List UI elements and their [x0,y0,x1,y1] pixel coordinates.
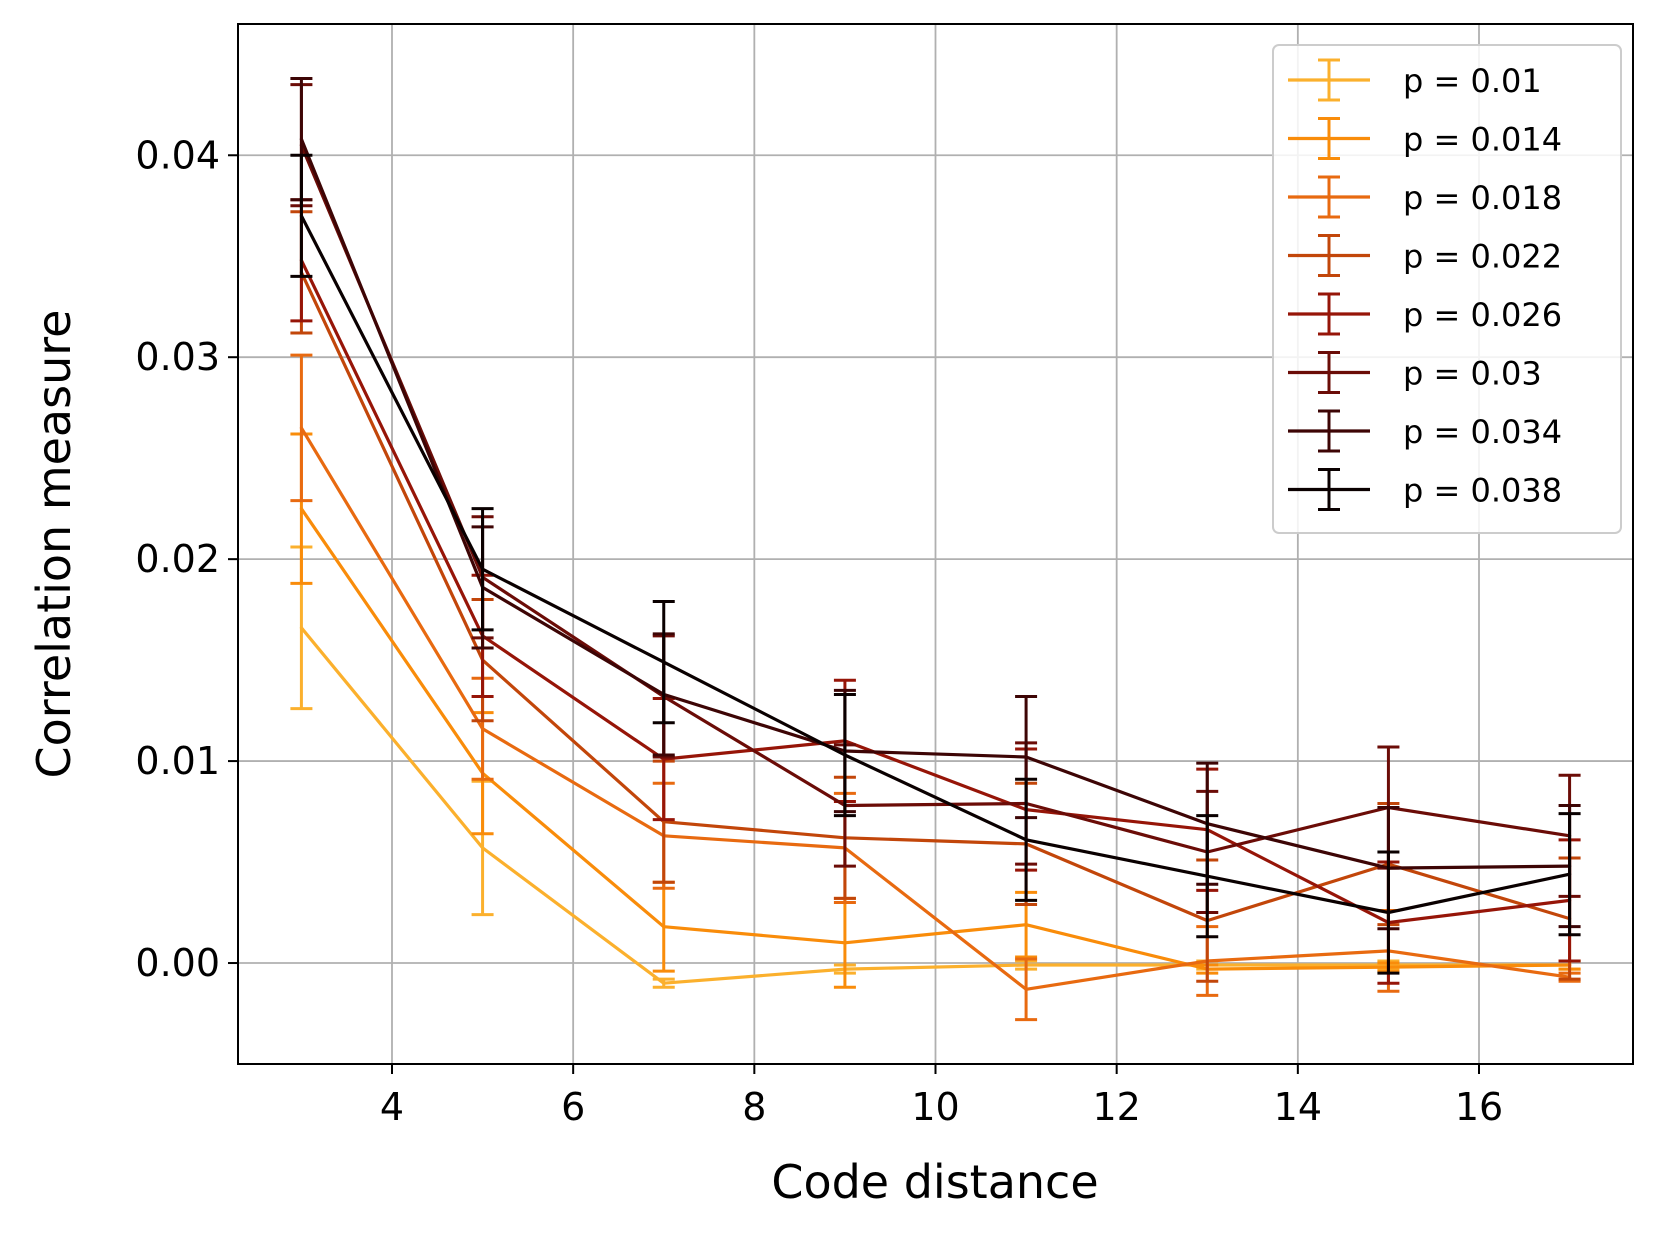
y-tick-label: 0.03 [135,335,220,379]
data-point [843,753,847,757]
legend-label: p = 0.026 [1403,296,1562,334]
series-p-0-038 [290,153,1581,975]
data-point [299,507,304,511]
series-line [299,271,1571,923]
legend-item: p = 0.038 [1288,468,1562,511]
data-point [1024,838,1028,842]
data-point [662,925,666,929]
x-axis-title: Code distance [771,1155,1098,1209]
y-tick-label: 0.04 [135,133,220,177]
data-point [1567,872,1572,876]
data-point [1024,923,1028,927]
data-point [662,981,666,985]
y-tick-label: 0.01 [135,739,220,783]
series-line [299,144,1570,854]
legend-label: p = 0.038 [1403,472,1562,510]
data-point [843,941,847,945]
y-axis-title: Correlation measure [27,310,81,779]
y-axis-ticks: 0.00 0.01 0.02 0.03 0.04 [135,133,238,985]
y-tick-label: 0.02 [135,537,220,581]
x-tick-label: 12 [1092,1085,1140,1129]
data-point [1205,874,1209,878]
data-point [1024,755,1028,759]
legend-item: p = 0.022 [1288,234,1562,277]
x-tick-label: 10 [911,1085,959,1129]
series-layer [290,77,1581,1022]
legend-label: p = 0.018 [1403,179,1562,217]
series-line [299,138,1570,870]
x-tick-label: 6 [561,1085,585,1129]
legend-label: p = 0.022 [1403,238,1562,276]
legend-item: p = 0.026 [1288,292,1562,336]
data-point [480,567,485,571]
legend-item: p = 0.01 [1288,58,1542,102]
data-point [480,846,485,850]
legend-item: p = 0.034 [1288,409,1562,453]
data-point [662,660,666,664]
legend-label: p = 0.014 [1403,121,1562,159]
legend-item: p = 0.018 [1288,175,1562,219]
data-point [299,626,304,630]
legend-label: p = 0.034 [1403,413,1562,451]
y-tick-label: 0.00 [135,941,220,985]
data-point [299,426,304,430]
x-tick-label: 16 [1455,1085,1503,1129]
data-point [299,214,304,218]
x-tick-label: 4 [380,1085,404,1129]
legend-item: p = 0.03 [1288,351,1542,394]
data-point [480,727,485,731]
x-tick-label: 8 [742,1085,766,1129]
legend-box [1272,44,1622,534]
legend-label: p = 0.03 [1403,355,1542,393]
series-line [300,427,1570,991]
x-axis-ticks: 4 6 8 10 12 14 16 [380,1064,1503,1129]
legend: p = 0.01 p = 0.014 p = 0.018 p = 0.022 p = 0… [1272,44,1622,534]
data-point [1386,910,1391,915]
series-line [300,507,1570,971]
series-line [299,215,1570,915]
series-line [300,626,1570,985]
x-tick-label: 14 [1274,1085,1322,1129]
data-point [299,137,304,141]
data-point [1024,987,1028,991]
legend-item: p = 0.014 [1288,117,1562,160]
legend-label: p = 0.01 [1403,62,1542,100]
